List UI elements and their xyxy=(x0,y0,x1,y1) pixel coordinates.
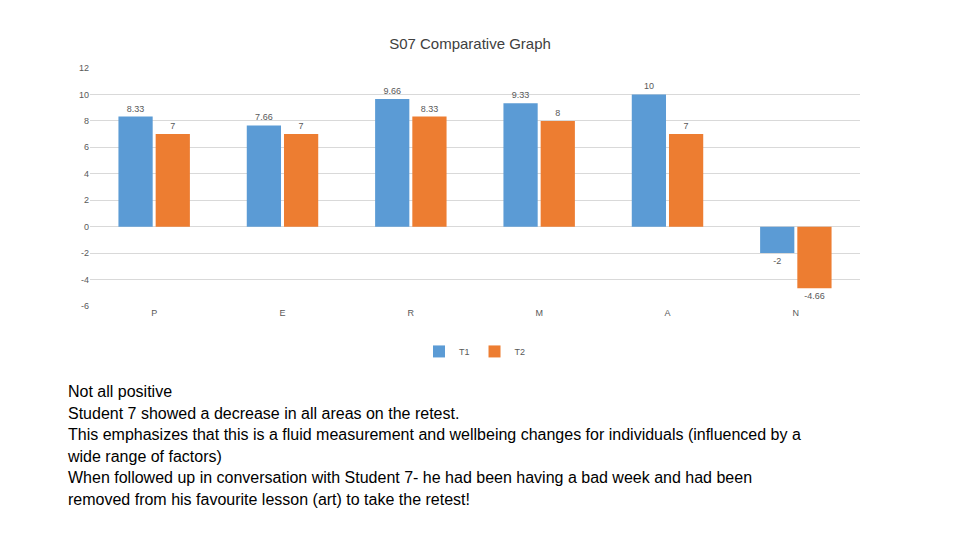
svg-text:-4: -4 xyxy=(81,275,89,285)
svg-text:T1: T1 xyxy=(459,347,470,357)
svg-text:-2: -2 xyxy=(81,248,89,258)
svg-text:10: 10 xyxy=(79,90,89,100)
svg-text:8: 8 xyxy=(555,108,560,118)
svg-text:A: A xyxy=(664,308,670,318)
html-text:When followed up in conversati: When followed up in conversation with St… xyxy=(68,469,752,508)
svg-text:P: P xyxy=(151,308,157,318)
svg-text:4: 4 xyxy=(84,169,89,179)
svg-text:7: 7 xyxy=(170,121,175,131)
svg-text:2: 2 xyxy=(84,195,89,205)
svg-text:7: 7 xyxy=(299,121,304,131)
html-text:Student 7 showed a decrease in: Student 7 showed a decrease in all areas… xyxy=(68,404,460,422)
svg-text:-2: -2 xyxy=(773,256,781,266)
html-text:This emphasizes that this is a: This emphasizes that this is a fluid mea… xyxy=(68,426,801,465)
svg-text:S07 Comparative Graph: S07 Comparative Graph xyxy=(389,35,551,52)
svg-text:N: N xyxy=(793,308,800,318)
html-text:Not all positive: Not all positive xyxy=(68,383,172,400)
svg-text:R: R xyxy=(408,308,415,318)
svg-text:9.33: 9.33 xyxy=(512,90,530,100)
svg-text:7.66: 7.66 xyxy=(255,112,273,122)
svg-text:12: 12 xyxy=(79,63,89,73)
svg-text:10: 10 xyxy=(644,81,654,91)
svg-text:-4.66: -4.66 xyxy=(804,291,825,301)
svg-text:0: 0 xyxy=(84,222,89,232)
svg-text:9.66: 9.66 xyxy=(383,86,401,96)
svg-text:8.33: 8.33 xyxy=(127,104,145,114)
svg-text:7: 7 xyxy=(684,121,689,131)
svg-text:8: 8 xyxy=(84,116,89,126)
svg-text:8.33: 8.33 xyxy=(421,104,439,114)
svg-text:M: M xyxy=(535,308,543,318)
svg-text:-6: -6 xyxy=(81,301,89,311)
svg-text:6: 6 xyxy=(84,142,89,152)
svg-text:E: E xyxy=(279,308,285,318)
svg-text:T2: T2 xyxy=(515,347,526,357)
